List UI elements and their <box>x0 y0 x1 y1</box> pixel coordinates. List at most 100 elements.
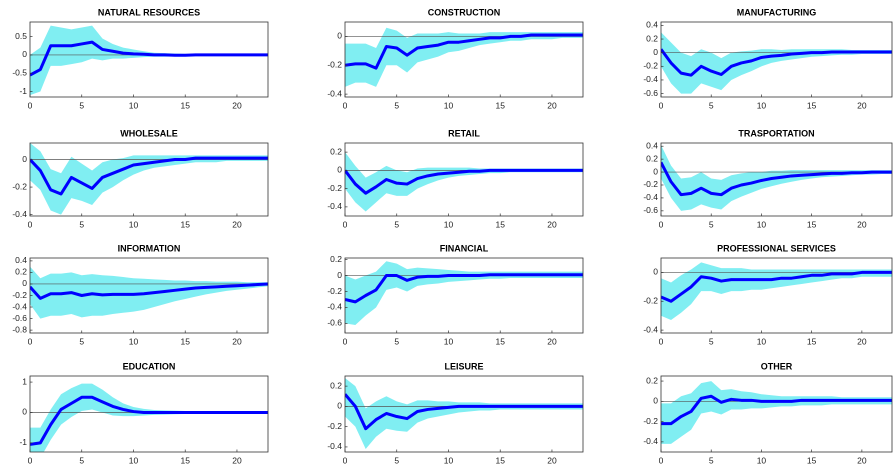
x-tick-label: 20 <box>857 100 867 110</box>
confidence-band <box>661 262 892 321</box>
x-tick-label: 20 <box>547 219 557 229</box>
plot-frame <box>344 21 584 98</box>
y-tick-label: 0.2 <box>330 146 342 156</box>
y-tick-label: -0.2 <box>12 181 27 191</box>
y-tick-label: -1 <box>19 86 27 96</box>
y-tick-label: -0.6 <box>643 88 658 98</box>
response-line <box>345 33 583 70</box>
x-tick-label: 5 <box>394 336 399 346</box>
response-line <box>30 40 268 77</box>
x-tick-label: 20 <box>232 455 242 465</box>
x-tick-label: 0 <box>659 100 664 110</box>
y-tick-label: -0.2 <box>643 296 658 306</box>
plot-content <box>345 152 583 212</box>
x-tick-label: 0 <box>343 455 348 465</box>
x-tick-label: 0 <box>28 336 33 346</box>
panel: 0 5 10 15 20 -0.6 -0.4 -0.2 0 0.2 0.4 TRASPORTATION <box>643 128 893 229</box>
x-tick-label: 0 <box>659 455 664 465</box>
x-tick-label: 20 <box>547 455 557 465</box>
y-tick-label: 0.4 <box>15 255 27 265</box>
y-tick-label: -0.4 <box>327 88 342 98</box>
plot-frame <box>660 375 893 453</box>
plot-frame <box>29 142 269 217</box>
y-tick-label: -0.2 <box>643 179 658 189</box>
panel: 0 5 10 15 20-0.8-0.6-0.4-0.200.20.4INFORMATI… <box>12 243 269 346</box>
y-tick-label: 0.2 <box>646 375 658 385</box>
y-tick-label: -0.4 <box>643 324 658 334</box>
x-tick-label: 0 <box>343 100 348 110</box>
y-tick-label: 0 <box>653 396 658 406</box>
plot-content <box>345 378 583 449</box>
y-tick-label: 0 <box>22 407 27 417</box>
y-tick-label: 0.2 <box>646 153 658 163</box>
y-tick-label: -0.2 <box>327 183 342 193</box>
y-tick-label: -0.5 <box>12 67 27 77</box>
x-tick-label: 0 <box>659 336 664 346</box>
panel: 0 5 10 15 20 -0.4 -0.2 0 0.2 RETAIL <box>327 128 584 229</box>
y-tick-label: -0.2 <box>643 61 658 71</box>
plot-frame <box>29 375 269 453</box>
y-tick-label: 0.4 <box>646 20 658 30</box>
panel: 0 5 10 15 20 -0.4 -0.2 0 CONSTRUCTION <box>327 7 584 110</box>
x-tick-label: 0 <box>343 336 348 346</box>
x-tick-label: 5 <box>394 219 399 229</box>
x-tick-label: 10 <box>757 455 767 465</box>
x-tick-label: 5 <box>79 219 84 229</box>
x-tick-label: 5 <box>709 336 714 346</box>
x-tick-label: 10 <box>129 455 139 465</box>
x-tick-label: 15 <box>495 455 505 465</box>
x-tick-label: 0 <box>28 455 33 465</box>
confidence-band <box>345 378 583 449</box>
response-line <box>345 168 583 195</box>
panel-title: WHOLESALE <box>120 128 178 138</box>
y-tick-label: -1 <box>19 437 27 447</box>
confidence-band <box>661 32 892 94</box>
panel-title: OTHER <box>761 361 793 371</box>
y-tick-label: 0 <box>337 401 342 411</box>
x-tick-label: 15 <box>807 336 817 346</box>
x-tick-label: 5 <box>709 455 714 465</box>
x-tick-label: 15 <box>495 100 505 110</box>
plot-content <box>661 381 892 444</box>
y-tick-label: -0.2 <box>643 416 658 426</box>
x-tick-label: 10 <box>444 455 454 465</box>
y-tick-label: 0.2 <box>330 380 342 390</box>
y-tick-label: 0.5 <box>15 31 27 41</box>
y-tick-label: -0.6 <box>12 313 27 323</box>
y-tick-label: -0.4 <box>643 436 658 446</box>
response-line <box>661 48 892 77</box>
plot-frame <box>29 21 269 98</box>
panel-title: CONSTRUCTION <box>428 7 501 17</box>
panel-title: FINANCIAL <box>440 243 489 253</box>
y-tick-label: 0 <box>337 165 342 175</box>
response-line <box>30 395 268 446</box>
panel-title: NATURAL RESOURCES <box>98 7 200 17</box>
x-tick-label: 15 <box>180 100 190 110</box>
y-tick-label: -0.4 <box>643 74 658 84</box>
panel-title: PROFESSIONAL SERVICES <box>717 243 836 253</box>
plot-content <box>345 261 583 326</box>
panel: 0 5 10 15 20 -0.4 -0.2 0 0.2 OTHER <box>643 361 893 465</box>
x-tick-label: 10 <box>757 219 767 229</box>
x-tick-label: 10 <box>444 219 454 229</box>
x-tick-label: 15 <box>180 455 190 465</box>
panel: 0 5 10 15 20 -0.4 -0.2 0 PROFESSIONAL SERVICES <box>643 243 893 346</box>
x-tick-label: 15 <box>180 219 190 229</box>
y-tick-label: -0.4 <box>12 209 27 219</box>
panel: 0 5 10 15 20 -1 -0.5 0 0.5 NATURAL RESOURCES <box>12 7 269 110</box>
plot-content <box>30 143 268 215</box>
x-tick-label: 20 <box>547 336 557 346</box>
x-tick-label: 0 <box>28 219 33 229</box>
x-tick-label: 10 <box>129 219 139 229</box>
response-line <box>661 394 892 426</box>
y-tick-label: 0 <box>22 154 27 164</box>
y-tick-label: 0 <box>22 278 27 288</box>
panel-title: LEISURE <box>444 361 483 371</box>
x-tick-label: 10 <box>757 336 767 346</box>
x-tick-label: 0 <box>343 219 348 229</box>
panel-title: EDUCATION <box>123 361 176 371</box>
y-tick-label: -0.4 <box>327 302 342 312</box>
response-line <box>30 282 268 300</box>
panel: 0 5 10 15 20 -0.4 -0.2 0 0.2 LEISURE <box>327 361 584 465</box>
plot-content <box>30 266 268 319</box>
